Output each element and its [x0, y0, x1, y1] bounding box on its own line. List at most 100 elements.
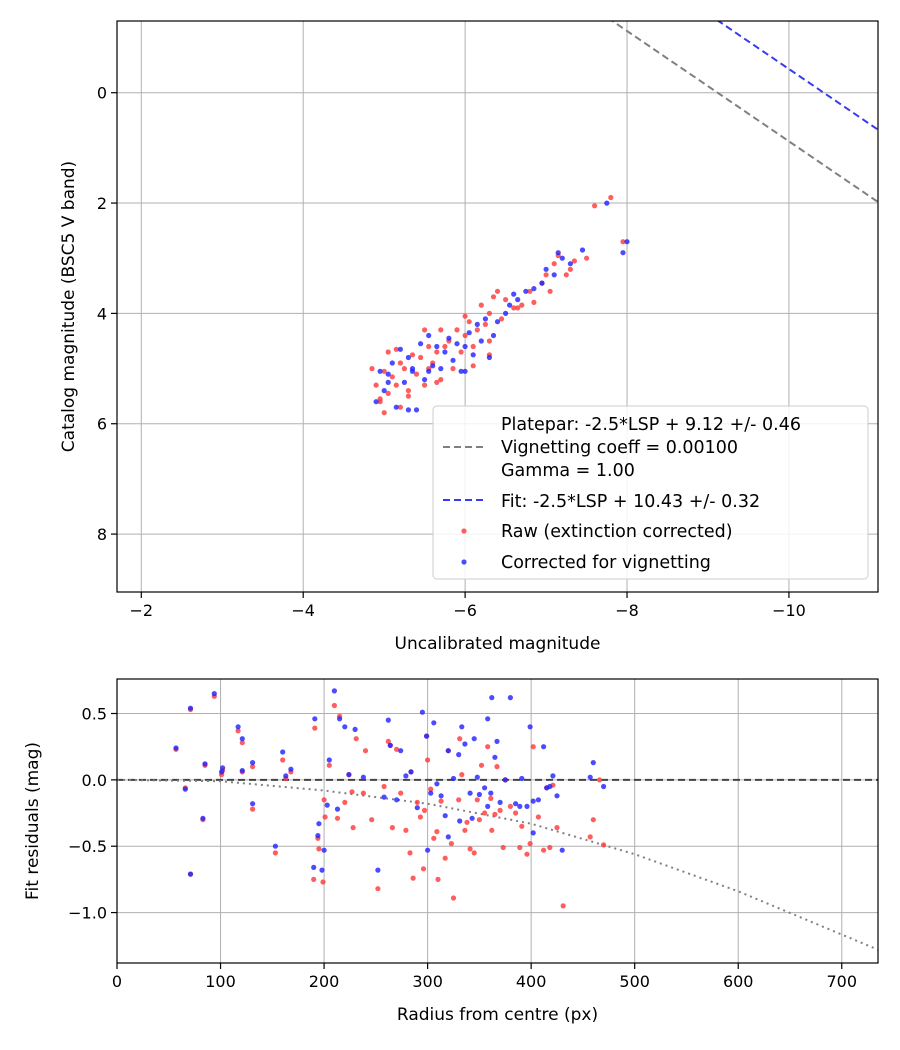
data-point [445, 748, 451, 754]
data-point [513, 810, 519, 816]
data-point [559, 255, 565, 261]
data-point [454, 341, 460, 347]
data-point [239, 740, 245, 746]
data-point [442, 813, 448, 819]
data-point [485, 744, 491, 750]
axes-frame [116, 678, 879, 964]
data-point [462, 368, 468, 374]
data-point [381, 388, 387, 394]
data-point [527, 724, 533, 730]
data-point [428, 790, 434, 796]
data-point [405, 407, 411, 413]
x-tick-label: −4 [291, 601, 315, 620]
x-axis-label: Radius from centre (px) [397, 1005, 598, 1025]
data-point [507, 695, 513, 701]
data-point [409, 366, 416, 372]
data-point [346, 772, 352, 778]
data-point [482, 316, 488, 322]
data-point [211, 691, 217, 697]
data-point [369, 366, 375, 372]
data-point [434, 343, 440, 350]
y-tick-label: 8 [97, 525, 107, 544]
data-point [466, 330, 472, 336]
data-point [320, 879, 326, 885]
data-point [407, 850, 413, 856]
data-point [377, 396, 383, 402]
fit-line-1 [716, 21, 878, 131]
data-point [272, 843, 278, 849]
data-point [421, 807, 428, 814]
data-point [507, 803, 513, 810]
data-point [393, 346, 399, 352]
y-tick-label: −0.5 [68, 837, 107, 856]
data-point [476, 791, 482, 798]
data-point [401, 379, 407, 385]
data-point [362, 748, 369, 754]
data-point [454, 327, 460, 333]
data-point [418, 354, 424, 361]
data-point [457, 736, 463, 742]
data-point [187, 871, 194, 877]
data-point [408, 769, 414, 775]
data-point [337, 716, 343, 722]
x-tick-label: 700 [826, 972, 857, 991]
x-tick-label: 100 [205, 972, 236, 991]
legend-platepar-label: Gamma = 1.00 [501, 461, 635, 481]
data-point [431, 835, 437, 841]
data-point [426, 368, 432, 374]
data-point [422, 382, 428, 388]
data-point [326, 762, 332, 768]
data-point [511, 305, 517, 311]
data-point [535, 814, 542, 820]
data-point [393, 404, 399, 410]
x-tick-label: 200 [309, 972, 340, 991]
data-point [414, 799, 420, 806]
data-point [377, 368, 383, 374]
data-point [519, 823, 525, 829]
data-point [462, 827, 468, 833]
data-point [488, 790, 494, 796]
x-tick-label: −2 [129, 601, 153, 620]
data-point [200, 815, 206, 821]
data-point [547, 844, 553, 851]
vignetting-model-line [117, 778, 878, 951]
y-tick-label: 0.0 [82, 771, 107, 790]
data-point [288, 766, 294, 772]
data-point [414, 805, 420, 811]
data-point [401, 366, 407, 372]
data-point [173, 745, 179, 751]
legend-corrected-label: Corrected for vignetting [501, 553, 711, 573]
data-point [311, 864, 317, 871]
data-point [434, 379, 440, 385]
data-point [450, 357, 456, 363]
data-point [442, 343, 448, 350]
data-point [519, 302, 525, 308]
data-point [403, 773, 409, 779]
data-point [471, 736, 477, 742]
data-point [219, 769, 225, 775]
data-point [519, 775, 525, 782]
data-point [604, 200, 610, 206]
x-tick-label: 600 [723, 972, 754, 991]
data-point [474, 327, 480, 333]
data-point [601, 842, 607, 848]
legend-box [432, 405, 869, 580]
data-point [250, 806, 256, 812]
x-axis-label: Uncalibrated magnitude [395, 634, 601, 654]
data-point [492, 754, 498, 760]
data-point [490, 332, 497, 339]
data-point [342, 724, 348, 730]
data-point [321, 847, 327, 853]
data-point [551, 272, 557, 278]
data-point [322, 814, 328, 820]
data-point [438, 366, 444, 372]
data-point [398, 790, 404, 796]
data-point [450, 895, 457, 901]
data-point [478, 762, 485, 768]
data-point [464, 819, 470, 825]
data-point [435, 876, 441, 883]
data-point [571, 258, 578, 264]
data-point [426, 343, 432, 350]
data-point [467, 846, 473, 852]
data-point [550, 773, 556, 779]
